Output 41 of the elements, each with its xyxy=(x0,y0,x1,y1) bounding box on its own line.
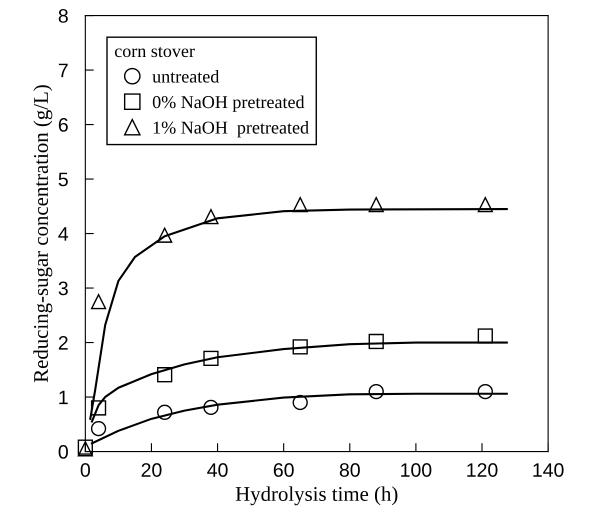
y-tick-label: 4 xyxy=(58,227,68,241)
point xyxy=(292,394,308,410)
point xyxy=(292,197,308,212)
point xyxy=(478,328,493,344)
x-tick-label: 100 xyxy=(401,463,432,477)
legend-title: corn stover xyxy=(114,46,195,58)
y-tick-label: 6 xyxy=(58,118,68,132)
point xyxy=(90,400,106,416)
x-tick-label: 40 xyxy=(207,463,228,477)
y-tick-label: 1 xyxy=(59,390,68,404)
point xyxy=(292,339,308,355)
point xyxy=(90,421,106,436)
point xyxy=(478,197,493,212)
point xyxy=(203,350,219,366)
point xyxy=(368,197,384,212)
x-tick-label: 0 xyxy=(80,463,90,477)
point xyxy=(157,228,172,243)
y-axis-title: Reducing-sugar concentration (g/L) xyxy=(33,85,52,382)
point xyxy=(157,367,172,382)
point xyxy=(478,384,493,400)
point xyxy=(157,404,172,420)
y-tick-label: 0 xyxy=(58,445,68,459)
y-tick-label: 7 xyxy=(58,64,68,78)
x-axis-title: Hydrolysis time (h) xyxy=(236,486,398,506)
point xyxy=(368,384,384,400)
y-tick-label: 8 xyxy=(58,9,68,23)
legend-label: untreated xyxy=(152,70,220,83)
x-tick-label: 60 xyxy=(274,463,294,477)
legend-label: 0% NaOH pretreated xyxy=(152,95,304,112)
x-tick-label: 140 xyxy=(533,463,564,477)
y-tick-label: 3 xyxy=(58,282,68,296)
y-tick-label: 5 xyxy=(58,172,68,186)
point xyxy=(203,400,219,416)
x-tick-label: 80 xyxy=(340,463,360,477)
point xyxy=(203,209,219,224)
y-tick-label: 2 xyxy=(58,336,68,350)
point xyxy=(368,334,384,350)
legend-label: 1% NaOH pretreated xyxy=(154,120,309,138)
point xyxy=(90,294,106,310)
x-tick-label: 120 xyxy=(467,463,498,477)
x-tick-label: 20 xyxy=(142,463,162,477)
